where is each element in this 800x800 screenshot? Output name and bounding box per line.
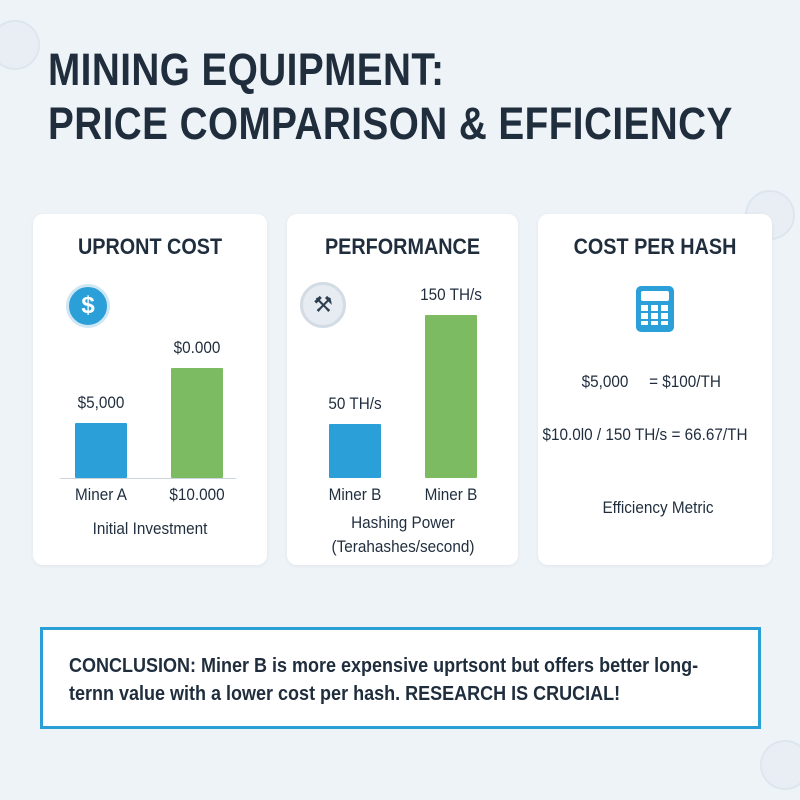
cost-formula-a-result: = $100/TH	[649, 372, 721, 391]
page-title-line1: MINING EQUIPMENT:	[48, 44, 445, 95]
x-tick-label: Miner B	[328, 485, 382, 504]
card-caption: Efficiency Metric	[602, 498, 714, 517]
conclusion-line1: CONCLUSION: Miner B is more expensive up…	[69, 655, 699, 677]
conclusion-box: CONCLUSION: Miner B is more expensive up…	[40, 627, 761, 729]
card-title: PERFORMANCE	[324, 234, 481, 259]
bar-data-label: 50 TH/s	[328, 393, 382, 413]
performance-card: PERFORMANCE ⚒ Hashing Power (Terahashes/…	[287, 214, 518, 565]
cost-per-hash-card: COST PER HASH $5,000 = $100/TH $10.0l0 /…	[538, 214, 772, 565]
bar-1	[75, 423, 127, 478]
x-tick-label: $10.000	[169, 485, 225, 504]
chart-caption: Initial Investment	[92, 519, 208, 538]
card-title: UPRONT COST	[77, 234, 223, 259]
chart-caption: (Terahashes/second)	[331, 537, 475, 556]
chart-axis	[60, 478, 236, 479]
bitcoin-coin-decoration	[0, 20, 40, 70]
bar-2	[171, 368, 223, 478]
bar-1	[329, 423, 381, 478]
x-tick-label: Miner B	[424, 485, 478, 504]
dollar-icon: $	[66, 284, 110, 328]
bar-data-label: $5,000	[77, 393, 125, 412]
bar-data-label: $0.000	[173, 338, 221, 357]
calculator-icon	[636, 286, 674, 332]
card-title: COST PER HASH	[573, 234, 737, 259]
bar-2	[425, 315, 477, 478]
bitcoin-coin-decoration	[760, 740, 800, 790]
pickaxe-gear-icon: ⚒	[300, 282, 346, 328]
page-title-line2: PRICE COMPARISON & EFFICIENCY	[48, 98, 733, 149]
chart-caption: Hashing Power	[351, 513, 455, 532]
x-tick-label: Miner A	[75, 485, 127, 504]
conclusion-line2: ternn value with a lower cost per hash. …	[69, 683, 621, 705]
bar-data-label: 150 TH/s	[420, 285, 482, 304]
upfront-cost-card: UPRONT COST $ Initial Investment $5,000 M…	[33, 214, 267, 565]
cost-formula-b: $10.0l0 / 150 TH/s = 66.67/TH	[542, 425, 748, 444]
cost-formula-a-value: $5,000	[581, 372, 629, 391]
